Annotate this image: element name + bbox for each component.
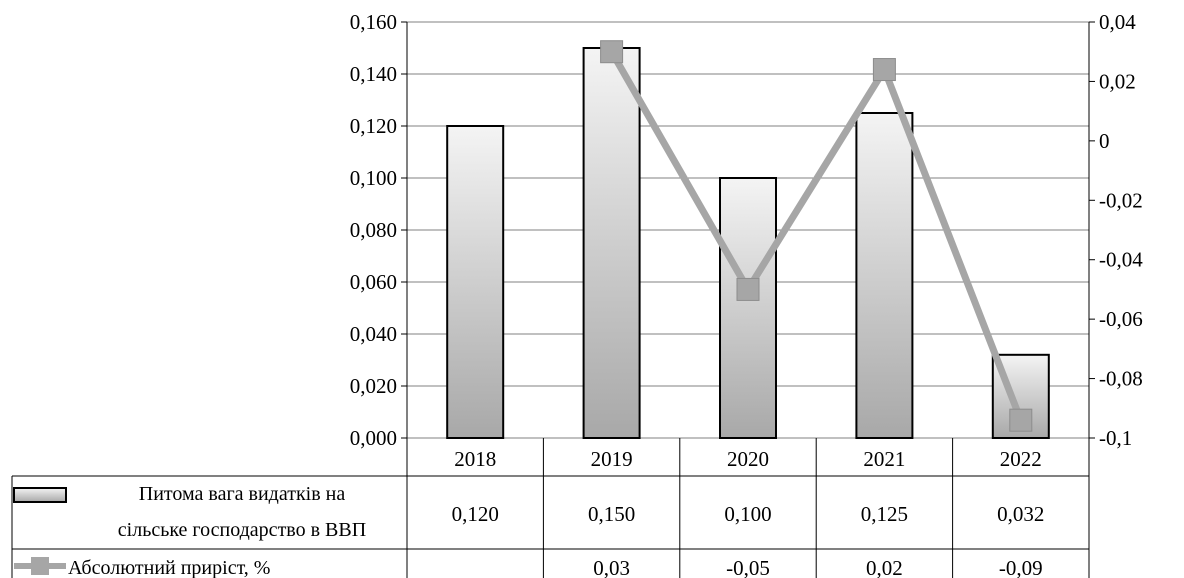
bar-value-label: 0,120 [452,502,499,526]
right-tick-label: -0,06 [1099,307,1143,331]
legend-bar-key [13,487,67,503]
left-tick-label: 0,100 [350,166,397,190]
legend-bar-label: сільське господарство в ВВП [118,519,366,541]
axes [406,22,1090,438]
left-axis-ticks: 0,000 0,020 0,040 0,060 0,080 0,100 0,120 0,140… [350,10,407,450]
left-tick-label: 0,000 [350,426,397,450]
data-table: 2018 2019 2020 2021 2022 0,120 0,150 0,100 0,125… [11,438,1090,578]
left-tick-label: 0,060 [350,270,397,294]
line-value-label: -0,05 [726,556,770,578]
left-tick-label: 0,020 [350,374,397,398]
legend-line-label: Абсолютний приріст, % [68,557,270,578]
bar [582,47,641,439]
category-label: 2022 [1000,447,1042,471]
category-label: 2021 [863,447,905,471]
left-tick-label: 0,080 [350,218,397,242]
line-marker [736,277,760,301]
line-value-label: -0,09 [999,556,1043,578]
bar-value-label: 0,100 [724,502,771,526]
left-tick-label: 0,140 [350,62,397,86]
line-series [600,40,1033,432]
category-label: 2019 [591,447,633,471]
right-tick-label: 0,02 [1099,69,1136,93]
left-tick-label: 0,040 [350,322,397,346]
line-marker [872,58,896,82]
left-tick-label: 0,160 [350,10,397,34]
bar-value-label: 0,032 [997,502,1044,526]
line-value-label: 0,03 [593,556,630,578]
bar-value-label: 0,150 [588,502,635,526]
right-tick-label: -0,1 [1099,426,1132,450]
right-tick-label: -0,02 [1099,188,1143,212]
right-axis-ticks: -0,1 -0,08 -0,06 -0,04 -0,02 0 0,02 0,04 [1089,10,1143,450]
bar-value-label: 0,125 [861,502,908,526]
bar [855,112,914,439]
legend-line-marker [31,557,49,575]
line-marker [1009,408,1033,432]
legend-bar-label: Питома вага видатків на [139,483,346,505]
series-line [608,49,1025,422]
right-tick-label: -0,04 [1099,248,1143,272]
right-tick-label: -0,08 [1099,367,1143,391]
right-tick-label: 0,04 [1099,10,1136,34]
left-tick-label: 0,120 [350,114,397,138]
category-label: 2018 [454,447,496,471]
category-label: 2020 [727,447,769,471]
line-marker [600,40,624,64]
line-value-label: 0,02 [866,556,903,578]
bar [719,177,777,439]
bar-series [446,47,1050,439]
bar [446,125,505,439]
right-tick-label: 0 [1099,129,1110,153]
